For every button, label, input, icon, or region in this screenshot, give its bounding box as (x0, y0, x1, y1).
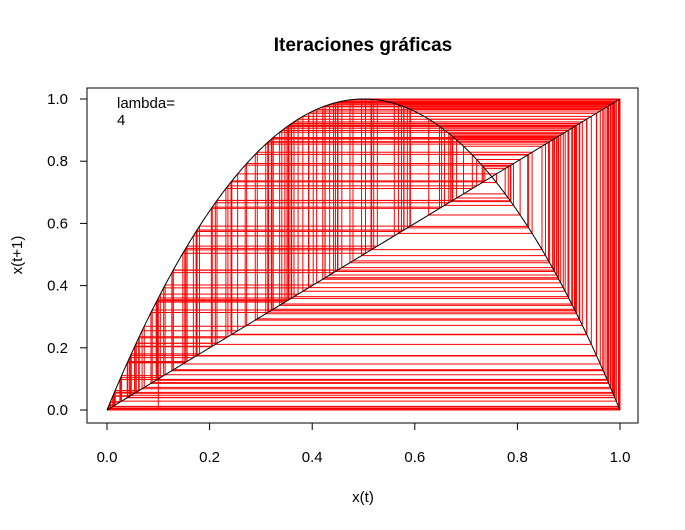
chart-title: Iteraciones gráficas (274, 35, 452, 56)
x-axis: 0.0 0.2 0.4 0.6 0.8 1.0 (97, 422, 631, 466)
y-tick-label: 0.4 (47, 278, 68, 295)
x-axis-label: x(t) (352, 489, 374, 506)
identity-line (106, 98, 621, 411)
lambda-label: lambda= (117, 95, 175, 112)
x-tick-label: 0.6 (404, 449, 425, 466)
y-tick-label: 1.0 (47, 91, 68, 108)
cobweb-lines (106, 98, 621, 411)
y-tick-label: 0.2 (47, 340, 68, 357)
x-tick-label: 0.2 (199, 449, 220, 466)
lambda-value: 4 (117, 112, 125, 129)
y-axis: 0.0 0.2 0.4 0.6 0.8 1.0 (47, 91, 88, 419)
y-tick-label: 0.6 (47, 215, 68, 232)
y-axis-label: x(t+1) (9, 236, 26, 275)
y-tick-label: 0.8 (47, 153, 68, 170)
x-tick-label: 0.4 (302, 449, 323, 466)
y-tick-label: 0.0 (47, 402, 68, 419)
x-tick-label: 1.0 (610, 449, 631, 466)
x-tick-label: 0.0 (97, 449, 118, 466)
x-tick-label: 0.8 (507, 449, 528, 466)
logistic-curve (106, 98, 621, 411)
